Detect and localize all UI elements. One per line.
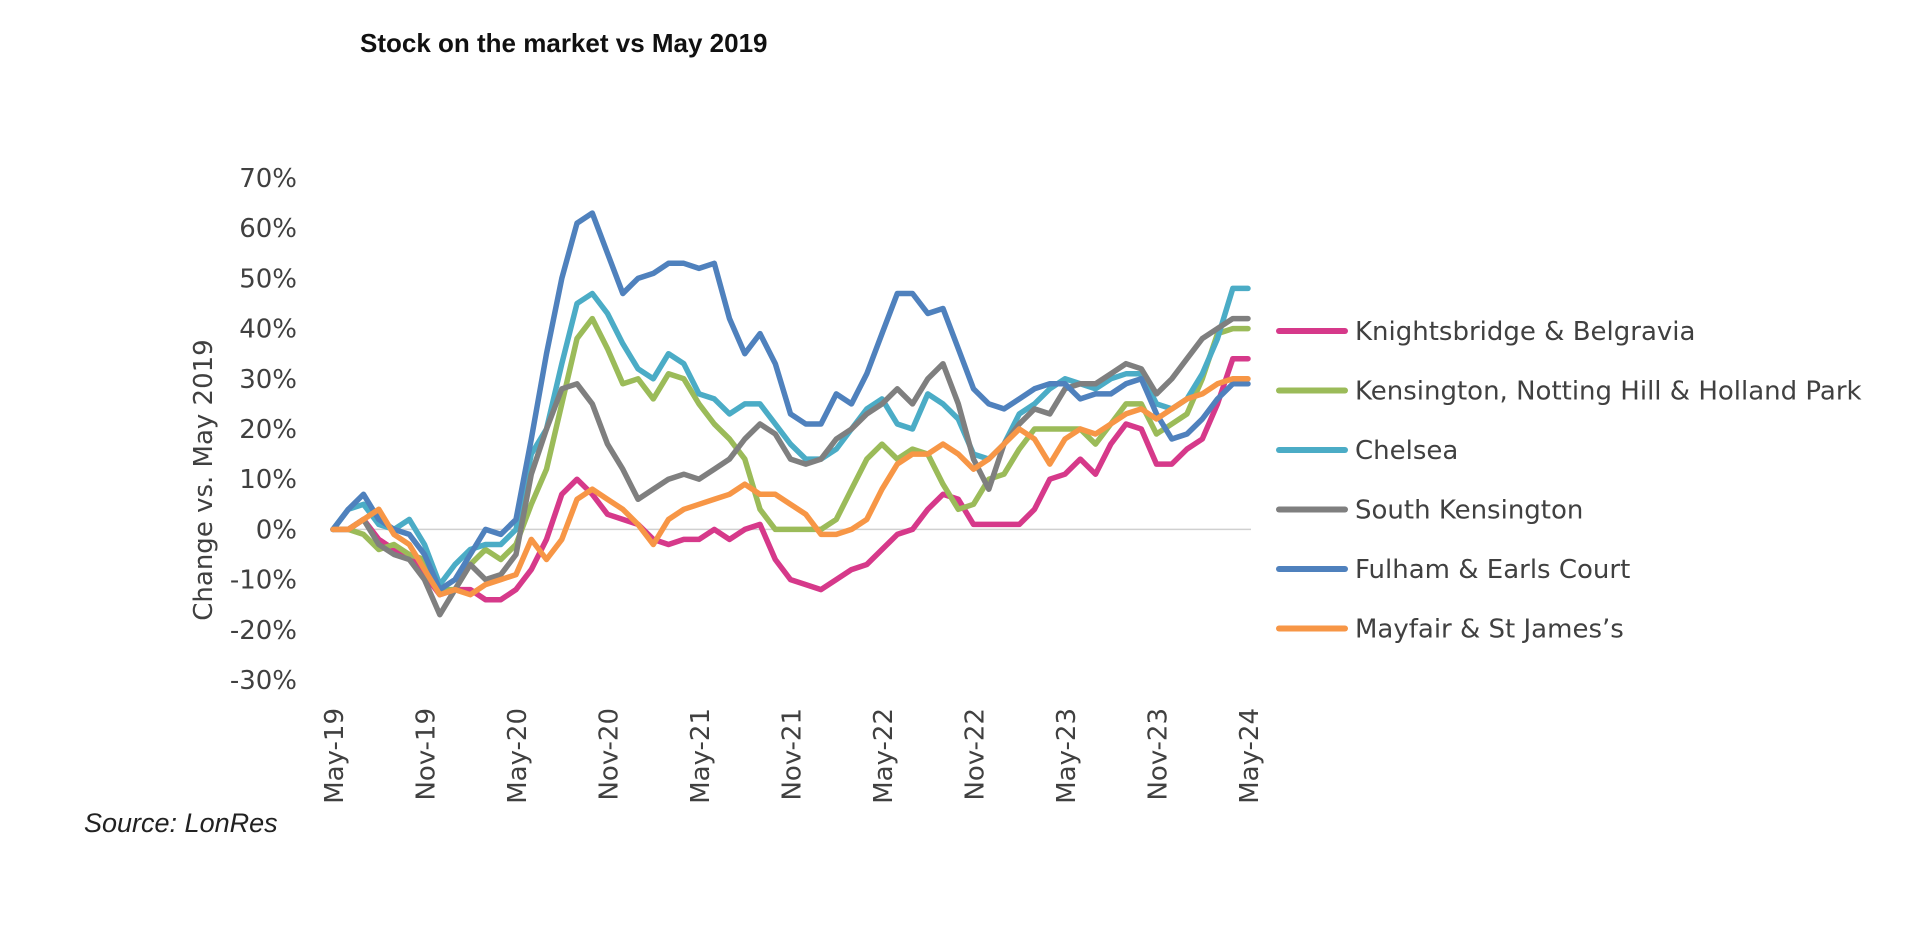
x-tick-label: May-19 [320,708,350,804]
y-axis-title: Change vs. May 2019 [189,339,219,620]
legend: Knightsbridge & Belgravia Kensington, Not… [1276,317,1862,645]
legend-label: Mayfair & St James’s [1355,615,1624,645]
legend-label: Fulham & Earls Court [1355,555,1630,585]
x-tick-label: Nov-23 [1144,708,1174,801]
series-line-4 [330,315,1251,618]
x-tick-label: Nov-22 [961,708,991,801]
legend-label: Chelsea [1355,436,1458,466]
series-line-2 [330,315,1251,593]
series-line-5 [330,210,1251,593]
x-tick-label: Nov-21 [778,708,808,801]
page-title: Stock on the market vs May 2019 [360,28,768,58]
series-line-6 [330,376,1251,598]
y-tick-label: 10% [239,465,297,495]
legend-label: Knightsbridge & Belgravia [1355,317,1695,347]
y-tick-label: 0% [256,515,297,545]
y-tick-label: 60% [239,214,297,244]
x-tick-label: May-22 [869,708,899,804]
y-axis-ticks: 70% 60% 50% 40% 30% 20% 10% 0% -10% -20% -30% [230,164,297,696]
x-axis-ticks: May-19 Nov-19 May-20 Nov-20 May-21 Nov-21 May-… [320,708,1265,804]
y-tick-label: -20% [230,616,297,646]
series-line-1 [330,355,1251,603]
x-tick-label: May-20 [503,708,533,804]
legend-label: South Kensington [1355,496,1583,526]
x-tick-label: Nov-19 [412,708,442,801]
y-tick-label: 30% [239,365,297,395]
x-tick-label: May-23 [1052,708,1082,804]
legend-label: Kensington, Notting Hill & Holland Park [1355,377,1862,407]
y-tick-label: 70% [239,164,297,194]
y-tick-label: -10% [230,566,297,596]
y-tick-label: 20% [239,415,297,445]
y-tick-label: 40% [239,315,297,345]
y-tick-label: -30% [230,666,297,696]
x-tick-label: May-24 [1235,708,1265,804]
series-lines [330,210,1251,618]
series-line-3 [330,285,1251,588]
x-tick-label: Nov-20 [595,708,625,801]
source-note: Source: LonRes [84,808,278,838]
y-tick-label: 50% [239,264,297,294]
x-tick-label: May-21 [686,708,716,804]
